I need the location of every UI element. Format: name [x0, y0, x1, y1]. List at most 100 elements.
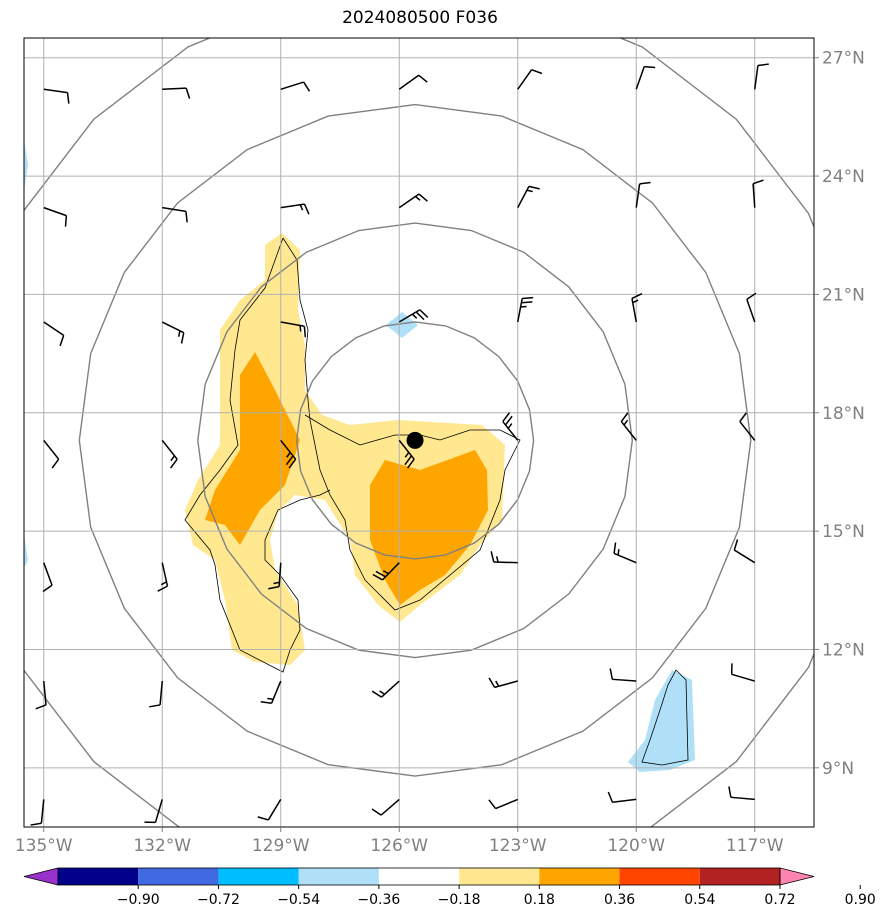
wind-barb: [280, 203, 310, 215]
lon-tick-label: 129°W: [252, 836, 310, 856]
lat-tick-label: 18°N: [822, 404, 865, 424]
colorbar-tick-label: −0.18: [438, 892, 481, 908]
wind-barb: [607, 791, 637, 803]
wind-barb: [635, 65, 656, 90]
wind-barb: [517, 185, 540, 208]
colorbar-tick-label: −0.72: [197, 892, 240, 908]
lat-tick-label: 27°N: [822, 49, 865, 69]
colorbar-extend-high: [779, 867, 815, 886]
lon-tick-label: 132°W: [133, 836, 191, 856]
wind-barb: [144, 799, 163, 824]
wind-barb: [728, 786, 755, 801]
wind-barb: [43, 321, 65, 347]
colorbar: −0.90 −0.72 −0.54 −0.36 −0.18 0.18 0.36 0.54 0.7…: [23, 867, 876, 908]
wind-barb: [739, 412, 756, 441]
colorbar-extend-low: [23, 867, 59, 886]
wind-barb: [488, 677, 518, 689]
lat-tick-label: 15°N: [822, 522, 865, 542]
colorbar-segment: [58, 868, 139, 885]
wind-barb: [162, 87, 191, 99]
map-title: 2024080500 F036: [342, 8, 498, 28]
wind-barb: [620, 412, 637, 441]
wind-barb: [268, 562, 282, 590]
plot-frame: [23, 37, 815, 828]
wind-barb: [517, 68, 543, 90]
wind-barb: [162, 206, 188, 223]
lon-tick-label: 135°W: [15, 836, 73, 856]
wind-barb: [488, 798, 519, 810]
wind-barb: [280, 321, 307, 338]
colorbar-tick-label: −0.54: [277, 892, 320, 908]
wind-barb: [490, 551, 518, 564]
axis-tick-labels: 135°W 132°W 129°W 126°W 123°W 120°W 117°W 9°N 12…: [15, 49, 865, 856]
wind-barb: [371, 798, 400, 816]
wind-barb: [631, 293, 643, 323]
colorbar-segment: [218, 868, 299, 885]
colorbar-segment: [298, 868, 379, 885]
lat-tick-label: 12°N: [822, 640, 865, 660]
colorbar-segment: [699, 868, 780, 885]
wind-barb: [730, 663, 755, 682]
colorbar-segment: [539, 868, 620, 885]
colorbar-tick-label: −0.36: [357, 892, 400, 908]
gridlines: [24, 38, 814, 827]
lat-tick-label: 9°N: [822, 759, 854, 779]
lon-tick-label: 126°W: [370, 836, 428, 856]
lon-tick-label: 120°W: [607, 836, 665, 856]
range-ring: [24, 38, 814, 827]
wind-barb: [517, 296, 534, 323]
wind-barb: [372, 562, 400, 581]
lat-tick-label: 21°N: [822, 285, 865, 305]
wind-barb: [752, 179, 764, 208]
colorbar-segment: [619, 868, 700, 885]
storm-center-marker: [406, 431, 424, 449]
lon-tick-label: 123°W: [489, 836, 547, 856]
wind-barb: [43, 88, 70, 104]
wind-barb: [746, 292, 757, 323]
wind-barb: [635, 181, 651, 208]
wind-barb: [149, 680, 163, 708]
shaded-field-light-yellow: [185, 233, 505, 665]
range-rings: [24, 38, 814, 827]
wind-barb: [398, 439, 415, 469]
colorbar-tick-label: 0.36: [604, 892, 635, 908]
wind-barb: [157, 562, 169, 592]
colorbar-tick-label: −0.90: [117, 892, 160, 908]
colorbar-segment: [459, 868, 540, 885]
wind-barb: [257, 798, 282, 821]
colorbar-segment: [378, 868, 460, 885]
lon-tick-label: 117°W: [726, 836, 784, 856]
contour-lines: [184, 237, 689, 766]
wind-barb: [502, 412, 519, 441]
wind-barb: [398, 309, 429, 323]
wind-barb: [35, 680, 47, 710]
colorbar-segment: [138, 868, 219, 885]
wind-barb: [754, 63, 769, 90]
range-ring: [78, 103, 752, 777]
range-ring: [295, 321, 535, 560]
wind-barb: [609, 668, 637, 682]
wind-barb: [30, 799, 45, 826]
wind-barb: [161, 439, 178, 469]
colorbar-tick-label: 0.90: [845, 892, 876, 908]
colorbar-tick-label: 0.18: [524, 892, 555, 908]
range-ring: [197, 222, 634, 659]
wind-barb: [42, 562, 53, 593]
wind-barb: [398, 193, 428, 209]
wind-barb: [280, 81, 311, 92]
wind-barb: [733, 539, 756, 564]
wind-barb: [613, 542, 637, 564]
wind-barb: [43, 206, 68, 227]
wind-barbs: [30, 63, 769, 826]
wind-barb: [371, 680, 400, 698]
shaded-field-light-blue: [24, 140, 695, 772]
wind-barb: [43, 439, 60, 469]
colorbar-tick-label: 0.54: [684, 892, 715, 908]
wind-barb: [260, 680, 282, 704]
wind-barb: [398, 74, 428, 90]
wind-barb: [280, 439, 297, 469]
wind-barb: [161, 321, 185, 344]
colorbar-tick-label: 0.72: [764, 892, 795, 908]
lat-tick-label: 24°N: [822, 167, 865, 187]
